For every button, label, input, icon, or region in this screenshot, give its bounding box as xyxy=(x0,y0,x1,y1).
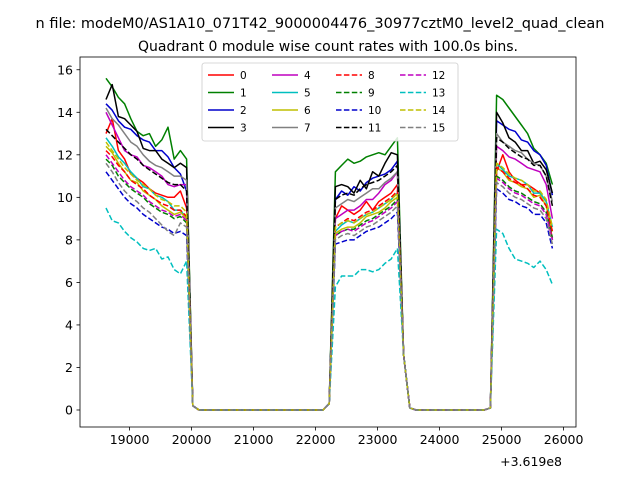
series-line-8 xyxy=(105,150,554,411)
plot-area: 19000 20000 21000 22000 23000 24000 25000 26000… xyxy=(57,56,584,447)
x-tick-label-24000: 24000 xyxy=(420,432,460,447)
y-tick-label-4: 4 xyxy=(65,317,73,332)
legend-label-0: 0 xyxy=(240,70,247,82)
series-line-10 xyxy=(105,171,554,411)
y-tick-label-6: 6 xyxy=(65,275,73,290)
x-tick-label-20000: 20000 xyxy=(172,432,212,447)
y-tick-label-12: 12 xyxy=(57,147,73,162)
legend-label-4: 4 xyxy=(304,70,311,82)
x-tick-label-25000: 25000 xyxy=(482,432,522,447)
series-line-5 xyxy=(105,137,554,411)
y-tick-label-0: 0 xyxy=(65,402,73,417)
legend-label-11: 11 xyxy=(368,123,381,135)
legend-label-10: 10 xyxy=(368,105,381,117)
x-tick-label-22000: 22000 xyxy=(296,432,336,447)
legend-label-1: 1 xyxy=(240,88,247,100)
series-line-4 xyxy=(105,111,554,411)
x-tick-label-19000: 19000 xyxy=(110,432,150,447)
y-tick-label-16: 16 xyxy=(57,62,73,77)
series-line-14 xyxy=(105,141,554,411)
x-tick-label-26000: 26000 xyxy=(544,432,584,447)
legend-label-13: 13 xyxy=(432,88,445,100)
axes-frame xyxy=(79,56,577,428)
legend-label-5: 5 xyxy=(304,88,311,100)
legend-box xyxy=(201,62,459,142)
legend-label-7: 7 xyxy=(304,123,311,135)
series-line-0 xyxy=(105,117,554,411)
series-line-11 xyxy=(105,128,554,411)
y-tick-label-10: 10 xyxy=(57,190,73,205)
legend-label-6: 6 xyxy=(304,105,311,117)
legend-label-14: 14 xyxy=(432,105,446,117)
series-line-12 xyxy=(105,154,554,411)
legend-label-15: 15 xyxy=(432,123,445,135)
legend-label-8: 8 xyxy=(368,70,375,82)
figure-suptitle: n file: modeM0/AS1A10_071T42_9000004476_… xyxy=(36,16,605,32)
legend-label-12: 12 xyxy=(432,70,445,82)
chart-title: Quadrant 0 module wise count rates with … xyxy=(138,39,518,55)
x-offset-label: +3.619e8 xyxy=(500,454,562,469)
legend-label-3: 3 xyxy=(240,123,247,135)
y-tick-label-8: 8 xyxy=(65,232,73,247)
series-line-15 xyxy=(105,162,554,411)
legend-label-9: 9 xyxy=(368,88,375,100)
legend-label-2: 2 xyxy=(240,105,247,117)
x-tick-label-21000: 21000 xyxy=(234,432,274,447)
y-tick-label-14: 14 xyxy=(57,105,73,120)
y-tick-label-2: 2 xyxy=(65,360,73,375)
series-lines xyxy=(105,77,554,411)
x-tick-label-23000: 23000 xyxy=(358,432,398,447)
